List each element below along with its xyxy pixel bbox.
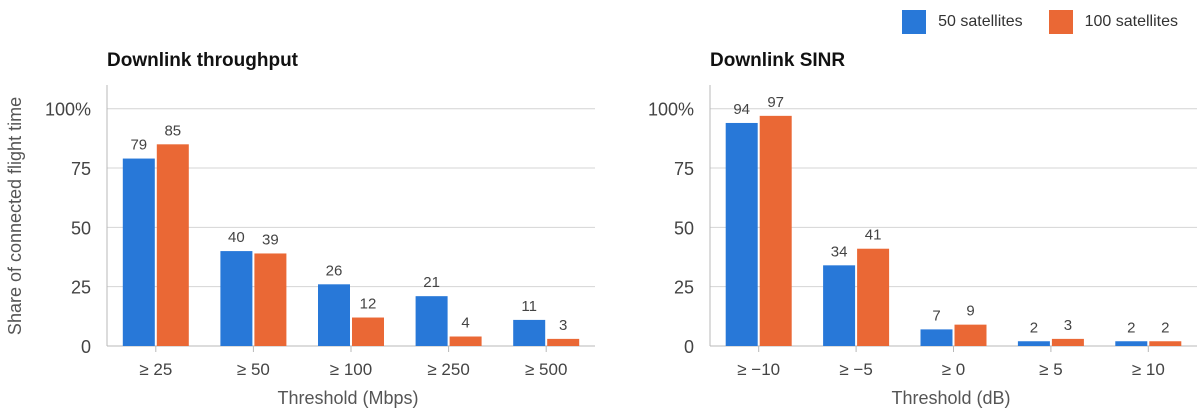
panel-1-bar-50-satellites-3 xyxy=(318,284,350,346)
legend-label-100-satellites: 100 satellites xyxy=(1084,13,1178,30)
legend-item-100-satellites: 100 satellites xyxy=(1048,10,1178,34)
panel-2-bar-100-satellites-2 xyxy=(857,248,890,346)
legend-swatch-50-satellites xyxy=(902,10,927,34)
panel-2-data-label-100-satellites-1: 97 xyxy=(767,94,784,111)
panel-1-ytick-label-100: 100% xyxy=(45,100,91,120)
panel-1-ytick-label-75: 75 xyxy=(71,159,91,179)
panel-1-data-label-50-satellites-1: 79 xyxy=(130,137,147,154)
panel-1-chart-title: Downlink throughput xyxy=(107,50,299,71)
panel-1-bar-100-satellites-4 xyxy=(449,336,482,346)
panel-1-data-label-50-satellites-5: 11 xyxy=(521,298,537,315)
panel-1-data-label-50-satellites-4: 21 xyxy=(423,274,440,291)
panel-1-data-label-100-satellites-1: 85 xyxy=(164,122,181,139)
panel-2-xtick-label-1: ≥ −10 xyxy=(737,360,780,379)
panel-2-ytick-label-50: 50 xyxy=(674,218,694,238)
panel-1-data-label-50-satellites-2: 40 xyxy=(228,229,245,246)
panel-1-xtick-label-3: ≥ 100 xyxy=(330,360,372,379)
legend-swatch-100-satellites xyxy=(1048,10,1073,34)
panel-1-ytick-label-0: 0 xyxy=(81,337,91,357)
panel-2-bar-100-satellites-1 xyxy=(759,115,792,346)
panel-2-ytick-label-0: 0 xyxy=(684,337,694,357)
panel-2-bar-50-satellites-4 xyxy=(1017,341,1050,346)
legend-label-50-satellites: 50 satellites xyxy=(938,13,1023,30)
panel-2-ytick-label-75: 75 xyxy=(674,159,694,179)
panel-2-data-label-50-satellites-2: 34 xyxy=(831,243,848,260)
panel-2-xtick-label-4: ≥ 5 xyxy=(1039,360,1063,379)
panel-1-data-label-50-satellites-3: 26 xyxy=(326,262,343,279)
panel-2-chart-title: Downlink SINR xyxy=(710,50,845,71)
panel-1-xtick-label-2: ≥ 50 xyxy=(237,360,270,379)
panel-1-xtick-label-1: ≥ 25 xyxy=(139,360,172,379)
panel-1-bar-50-satellites-1 xyxy=(122,158,155,346)
panel-2-data-label-100-satellites-5: 2 xyxy=(1161,319,1169,336)
panel-2-data-label-50-satellites-3: 7 xyxy=(932,307,940,324)
panel-1-ytick-label-50: 50 xyxy=(71,218,91,238)
panel-2-x-axis-label: Threshold (dB) xyxy=(891,388,1010,408)
legend: 50 satellites 100 satellites xyxy=(876,10,1178,34)
panel-1-data-label-100-satellites-5: 3 xyxy=(559,317,567,334)
panel-1-data-label-100-satellites-2: 39 xyxy=(262,231,279,248)
panel-2-xtick-label-5: ≥ 10 xyxy=(1132,360,1165,379)
panel-2-xtick-label-2: ≥ −5 xyxy=(839,360,872,379)
panel-1-xtick-label-5: ≥ 500 xyxy=(525,360,567,379)
panel-1-bar-50-satellites-5 xyxy=(513,319,546,346)
panel-1-bar-100-satellites-2 xyxy=(254,253,287,346)
panel-1-bar-50-satellites-4 xyxy=(415,296,448,346)
panel-2-data-label-50-satellites-5: 2 xyxy=(1127,319,1135,336)
panel-1-x-axis-label: Threshold (Mbps) xyxy=(277,388,418,408)
panel-2-bar-100-satellites-4 xyxy=(1051,338,1084,346)
panel-2-data-label-50-satellites-1: 94 xyxy=(733,101,750,118)
panel-1-bar-50-satellites-2 xyxy=(220,251,253,346)
panel-1-bar-100-satellites-1 xyxy=(156,144,189,346)
panel-1-ytick-label-25: 25 xyxy=(71,278,91,298)
panel-1-bar-100-satellites-3 xyxy=(352,317,384,346)
panel-2-bar-50-satellites-1 xyxy=(725,122,758,346)
panel-2-data-label-100-satellites-4: 3 xyxy=(1064,317,1072,334)
panel-1-xtick-label-4: ≥ 250 xyxy=(427,360,469,379)
panel-2-ytick-label-100: 100% xyxy=(648,100,694,120)
panel-2-bar-50-satellites-5 xyxy=(1115,341,1148,346)
panel-1-bar-100-satellites-5 xyxy=(547,338,580,346)
panel-2-data-label-50-satellites-4: 2 xyxy=(1030,319,1038,336)
panel-1-data-label-100-satellites-3: 12 xyxy=(360,296,377,313)
panel-2-bar-50-satellites-3 xyxy=(920,329,953,346)
legend-item-50-satellites: 50 satellites xyxy=(902,10,1023,34)
panel-2-bar-100-satellites-3 xyxy=(954,324,987,346)
panel-1-data-label-100-satellites-4: 4 xyxy=(461,315,469,332)
panel-2-bar-50-satellites-2 xyxy=(823,265,856,346)
panel-2-bar-100-satellites-5 xyxy=(1149,341,1182,346)
panel-2-ytick-label-25: 25 xyxy=(674,278,694,298)
panel-2-data-label-100-satellites-2: 41 xyxy=(865,227,882,244)
panel-1-y-axis-label: Share of connected flight time xyxy=(5,97,25,335)
panel-2-data-label-100-satellites-3: 9 xyxy=(966,303,974,320)
panel-2-xtick-label-3: ≥ 0 xyxy=(942,360,966,379)
